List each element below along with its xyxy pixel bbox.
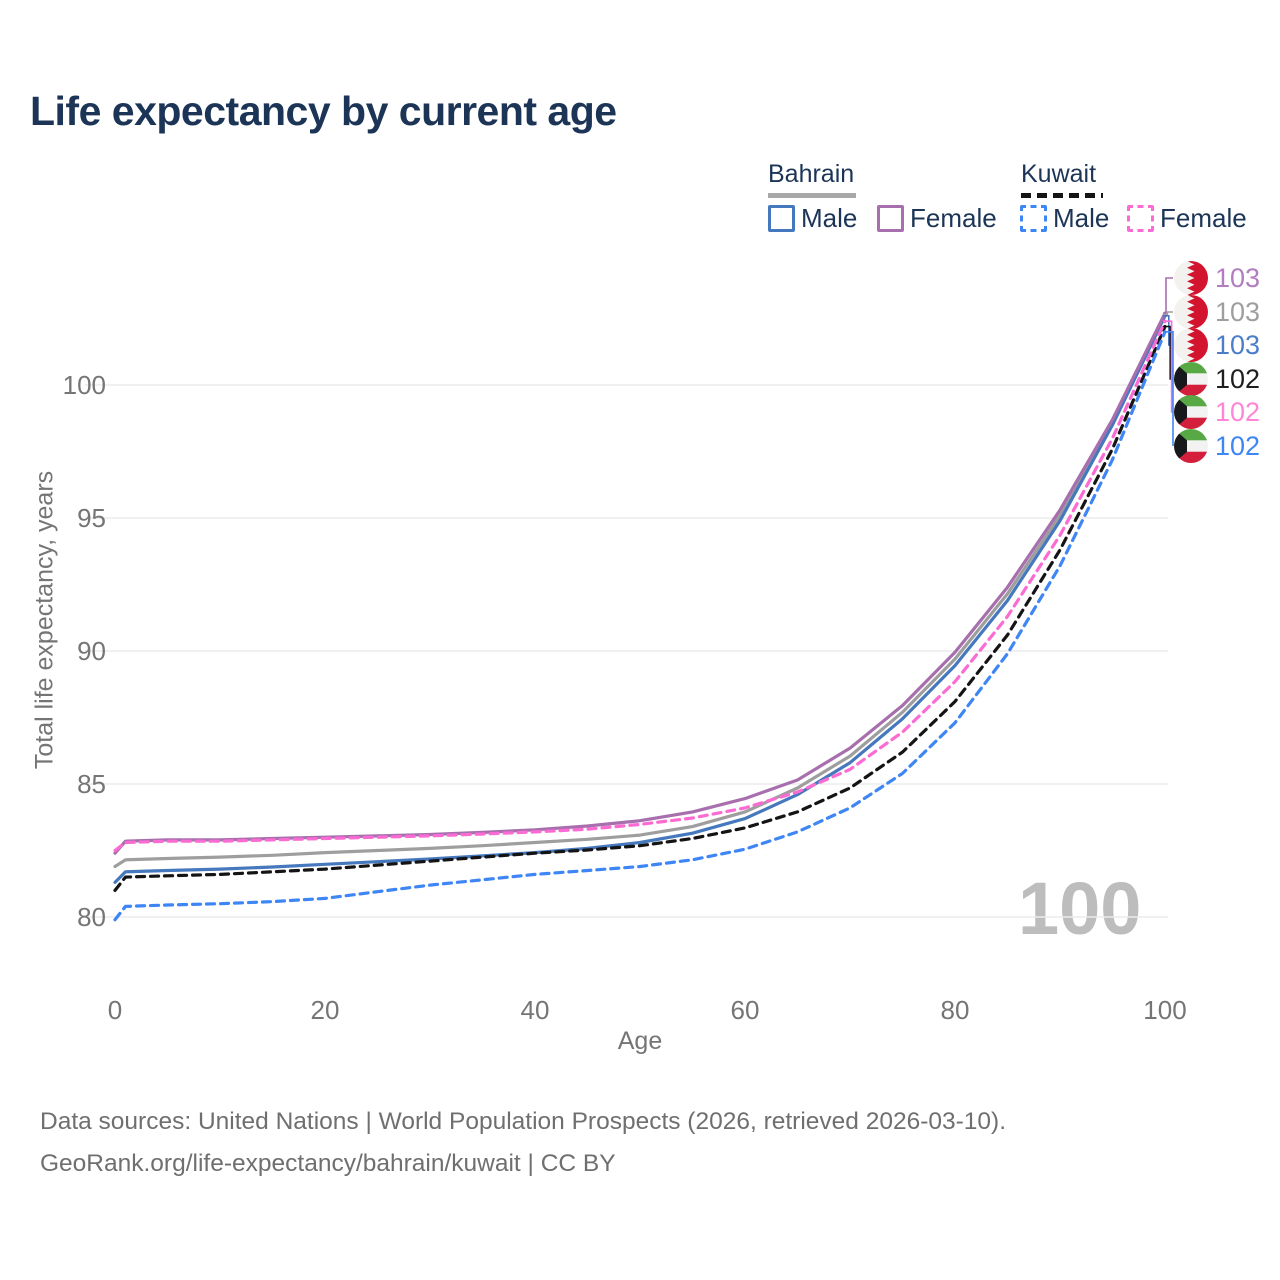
gridlines [85,384,1168,918]
legend-item-kuwait-male[interactable]: Male [1020,204,1109,232]
kuwait-flag-icon [1174,429,1208,463]
y-tick-80: 80 [77,902,106,932]
bahrain-flag-icon [1174,261,1208,295]
bahrain-flag-icon [1174,328,1208,362]
kuwait-female-swatch-icon [1127,204,1154,232]
kuwait-flag-icon [1174,395,1208,429]
kuwait-dashed-line-swatch [1021,193,1103,198]
endpoint-row-bahrain-male: 103 [1174,328,1260,362]
bahrain-flag-icon [1174,295,1208,329]
legend-label: Female [910,203,997,233]
x-tick-20: 20 [310,995,340,1025]
endpoint-value: 103 [1215,297,1261,327]
data-sources-text: Data sources: United Nations | World Pop… [40,1108,1007,1135]
endpoint-row-kuwait-male: 102 [1174,429,1260,463]
legend-label: Male [1053,203,1110,233]
endpoint-value: 102 [1215,364,1261,394]
chart-series-lines [113,311,1167,922]
endpoint-row-kuwait-female: 102 [1174,395,1260,429]
attribution-text: GeoRank.org/life-expectancy/bahrain/kuwa… [40,1150,616,1177]
x-tick-60: 60 [730,995,760,1025]
bahrain-male-swatch-icon [768,204,795,232]
kuwait-male-swatch-icon [1020,204,1047,232]
endpoint-value: 102 [1215,397,1261,427]
hover-age-watermark: 100 [1018,867,1142,950]
y-tick-95: 95 [77,503,106,533]
endpoint-row-bahrain-total: 103 [1174,295,1260,329]
bahrain-female-swatch-icon [877,204,904,232]
kuwait-flag-icon [1174,362,1208,396]
x-tick-80: 80 [940,995,970,1025]
y-tick-100: 100 [62,370,106,400]
bahrain-solid-line-swatch [768,193,856,198]
y-tick-90: 90 [77,636,106,666]
endpoint-value: 102 [1215,431,1261,461]
legend-group-kuwait-title: Kuwait [1021,160,1097,188]
legend-item-bahrain-male[interactable]: Male [768,204,857,232]
endpoint-value: 103 [1215,263,1261,293]
endpoint-row-kuwait-total: 102 [1174,362,1260,396]
endpoint-value: 103 [1215,330,1261,360]
legend-label: Female [1160,203,1247,233]
y-tick-85: 85 [77,769,106,799]
y-axis-label: Total life expectancy, years [30,470,59,770]
legend-item-kuwait-female[interactable]: Female [1127,204,1247,232]
x-tick-100: 100 [1143,995,1187,1025]
legend-item-bahrain-female[interactable]: Female [877,204,997,232]
legend-label: Male [801,203,858,233]
x-tick-40: 40 [520,995,550,1025]
x-tick-0: 0 [107,995,123,1025]
endpoint-leader-lines [1163,277,1174,446]
endpoint-row-bahrain-female: 103 [1174,261,1260,295]
x-axis-label: Age [617,1027,663,1055]
page-title: Life expectancy by current age [30,88,617,134]
legend-group-bahrain-title: Bahrain [768,160,855,188]
